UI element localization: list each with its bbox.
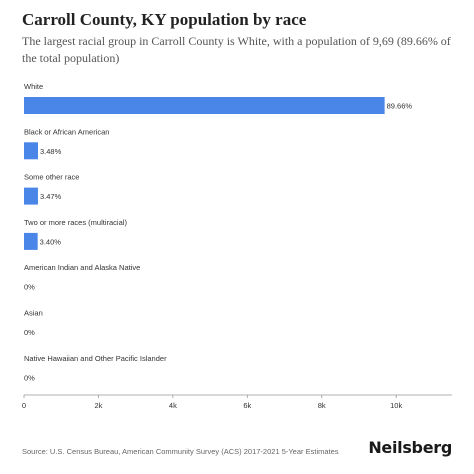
- source-note: Source: U.S. Census Bureau, American Com…: [22, 447, 339, 456]
- category-label: American Indian and Alaska Native: [24, 263, 140, 272]
- category-label: Native Hawaiian and Other Pacific Island…: [24, 354, 167, 363]
- category-label: Black or African American: [24, 127, 109, 136]
- x-tick-label: 4k: [169, 401, 177, 410]
- x-tick-label: 8k: [318, 401, 326, 410]
- x-tick-label: 2k: [94, 401, 102, 410]
- bar: [24, 97, 385, 114]
- data-label: 89.66%: [387, 102, 413, 111]
- category-label: Two or more races (multiracial): [24, 218, 127, 227]
- category-label: Asian: [24, 309, 43, 318]
- category-label: White: [24, 82, 43, 91]
- brand-logo: Neilsberg: [368, 438, 452, 457]
- data-label: 0%: [24, 283, 35, 292]
- bar: [24, 187, 38, 205]
- bar-chart: White 89.66% Black or African American 3.48…: [22, 82, 452, 410]
- x-tick-label: 0: [22, 401, 26, 410]
- chart-subtitle: The largest racial group in Carroll Coun…: [22, 34, 451, 65]
- data-label: 3.47%: [40, 192, 62, 201]
- x-tick-label: 6k: [243, 401, 251, 410]
- bar: [24, 142, 38, 160]
- bar: [24, 232, 38, 250]
- data-label: 3.40%: [40, 237, 62, 246]
- data-label: 0%: [24, 328, 35, 337]
- chart-title: Carroll County, KY population by race: [22, 10, 307, 29]
- data-label: 0%: [24, 373, 35, 382]
- x-tick-label: 10k: [390, 401, 402, 410]
- data-label: 3.48%: [40, 147, 62, 156]
- category-label: Some other race: [24, 173, 79, 182]
